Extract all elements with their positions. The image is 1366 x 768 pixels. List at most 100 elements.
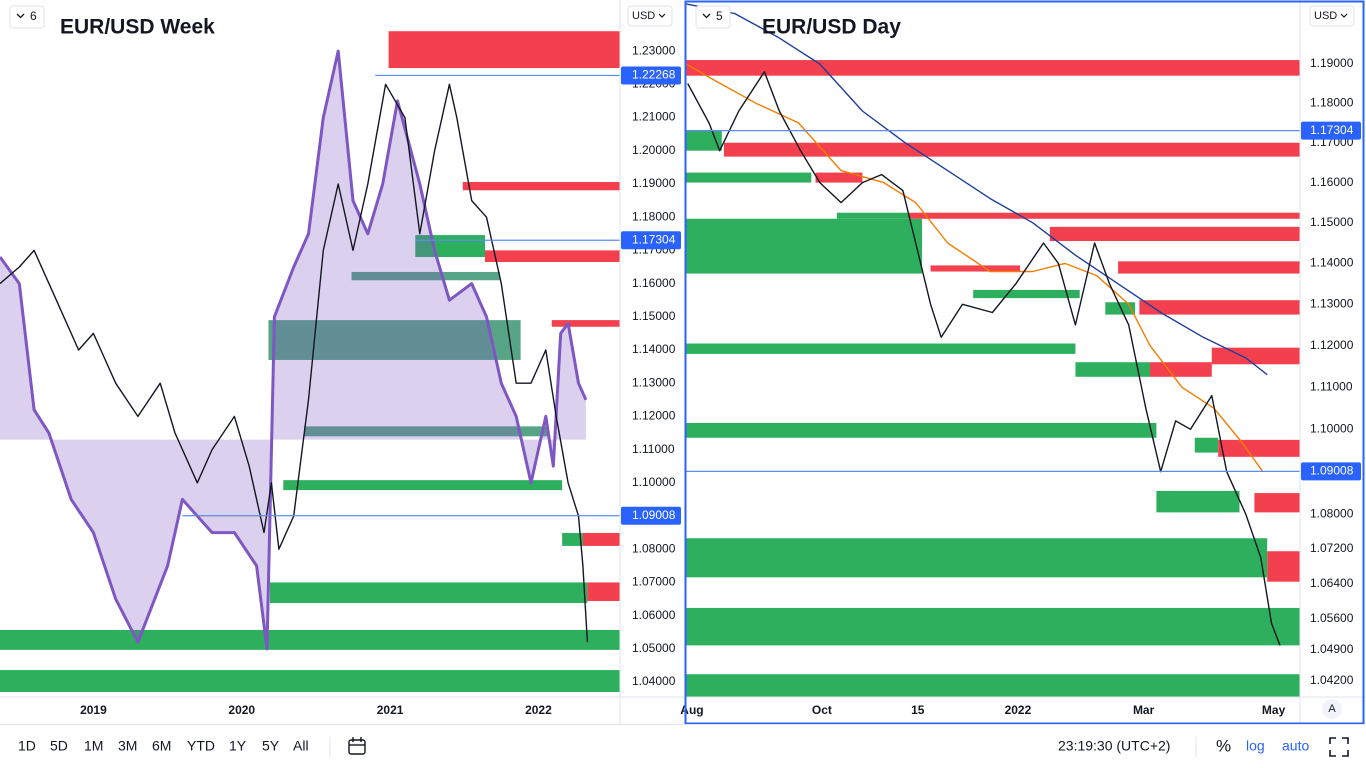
- percent-button[interactable]: %: [1216, 736, 1231, 755]
- range-button[interactable]: 5D: [50, 738, 68, 754]
- y-tick-label: 1.04000: [632, 674, 676, 688]
- chart-title: EUR/USD Week: [60, 16, 215, 39]
- zone: [686, 172, 812, 183]
- zone: [1075, 362, 1151, 377]
- y-tick-label: 1.10000: [632, 475, 676, 489]
- price-label-bg: [621, 506, 681, 525]
- series-line: [0, 49, 588, 651]
- zone: [1105, 302, 1136, 315]
- range-button[interactable]: All: [293, 738, 309, 754]
- price-label-bg: [621, 66, 681, 85]
- y-tick-label: 1.14000: [632, 342, 676, 356]
- auto-scale-button-bg[interactable]: [1322, 699, 1342, 719]
- zone: [587, 582, 620, 602]
- x-tick-label: 15: [911, 703, 925, 717]
- price-label: 1.22268: [632, 68, 676, 82]
- zone: [815, 172, 863, 183]
- zone: [909, 212, 1300, 219]
- interval-label[interactable]: 6: [30, 9, 37, 23]
- y-tick-label: 1.19000: [1310, 56, 1354, 70]
- y-tick-label: 1.04200: [1310, 673, 1354, 687]
- chevron: [1340, 13, 1348, 18]
- zone: [686, 607, 1300, 646]
- range-button[interactable]: 1Y: [229, 738, 247, 754]
- interval-label[interactable]: 5: [716, 9, 723, 23]
- zone: [686, 130, 722, 151]
- range-button[interactable]: YTD: [187, 738, 215, 754]
- range-button[interactable]: 1D: [18, 738, 36, 754]
- zone: [304, 426, 548, 437]
- auto-scale-button[interactable]: A: [1328, 703, 1336, 715]
- clock[interactable]: 23:19:30 (UTC+2): [1058, 738, 1170, 754]
- x-tick-label: 2019: [80, 703, 107, 717]
- zone: [1254, 493, 1300, 513]
- goto-date-button[interactable]: [348, 737, 366, 755]
- zone: [1049, 226, 1300, 242]
- zone: [0, 670, 620, 693]
- y-tick-label: 1.14000: [1310, 256, 1354, 270]
- zone: [723, 142, 1300, 157]
- zone: [351, 271, 500, 281]
- y-tick-label: 1.13000: [632, 375, 676, 389]
- zone: [1118, 261, 1300, 274]
- zone: [686, 218, 923, 274]
- zone: [388, 31, 620, 69]
- range-button[interactable]: 6M: [152, 738, 171, 754]
- chart-panel: 1.190001.180001.170001.160001.150001.140…: [680, 3, 1361, 717]
- auto-button[interactable]: auto: [1282, 738, 1309, 754]
- y-tick-label: 1.23000: [632, 43, 676, 57]
- y-tick-label: 1.11000: [1310, 379, 1353, 393]
- y-tick-label: 1.07000: [632, 575, 676, 589]
- zone: [1211, 347, 1300, 365]
- fullscreen-button[interactable]: [1329, 737, 1349, 757]
- zone: [551, 320, 620, 327]
- bottom-toolbar: 1D 5D 1M 3M 6M YTD 1Y 5Y All 23:19:30 (U…: [18, 736, 1349, 757]
- x-tick-label: May: [1262, 703, 1286, 717]
- zone: [462, 181, 620, 191]
- zone: [0, 629, 620, 650]
- zone: [973, 289, 1080, 299]
- y-tick-label: 1.18000: [1310, 95, 1354, 109]
- log-button[interactable]: log: [1246, 738, 1265, 754]
- y-tick-label: 1.15000: [1310, 215, 1354, 229]
- zone: [686, 422, 1157, 438]
- y-tick-label: 1.16000: [1310, 175, 1354, 189]
- currency-label[interactable]: USD: [1314, 10, 1337, 22]
- x-tick-label: 2020: [228, 703, 255, 717]
- charts: 1.230001.220001.210001.200001.190001.180…: [0, 3, 1361, 717]
- zone: [686, 343, 1076, 354]
- interval-button-bg[interactable]: [9, 5, 45, 29]
- y-tick-label: 1.06400: [1310, 576, 1354, 590]
- currency-label[interactable]: USD: [632, 10, 655, 22]
- zone: [485, 250, 620, 262]
- zone: [269, 582, 588, 604]
- y-tick-label: 1.21000: [632, 110, 676, 124]
- price-label-bg: [621, 231, 681, 250]
- range-button[interactable]: 1M: [84, 738, 103, 754]
- currency-button-bg[interactable]: [627, 5, 673, 27]
- active-panel-border: [684, 0, 1365, 725]
- series-line: [0, 83, 589, 643]
- interval-button-bg[interactable]: [695, 5, 731, 29]
- price-label: 1.09008: [1310, 464, 1354, 478]
- series-line: [685, 3, 1268, 376]
- y-tick-label: 1.16000: [632, 276, 676, 290]
- y-tick-label: 1.12000: [632, 409, 676, 423]
- currency-button-bg[interactable]: [1309, 5, 1355, 27]
- chart-title: EUR/USD Day: [762, 16, 901, 39]
- zone: [1218, 439, 1300, 457]
- y-tick-label: 1.06000: [632, 608, 676, 622]
- y-tick-label: 1.18000: [632, 209, 676, 223]
- range-button[interactable]: 5Y: [262, 738, 280, 754]
- price-label: 1.17304: [632, 232, 676, 246]
- zone: [836, 212, 910, 219]
- y-tick-label: 1.13000: [1310, 296, 1354, 310]
- zone: [283, 480, 563, 491]
- zone: [1150, 362, 1212, 377]
- chevron: [702, 13, 711, 19]
- zone: [268, 320, 521, 360]
- zone: [686, 674, 1300, 697]
- y-tick-label: 1.05600: [1310, 611, 1354, 625]
- range-button[interactable]: 3M: [118, 738, 137, 754]
